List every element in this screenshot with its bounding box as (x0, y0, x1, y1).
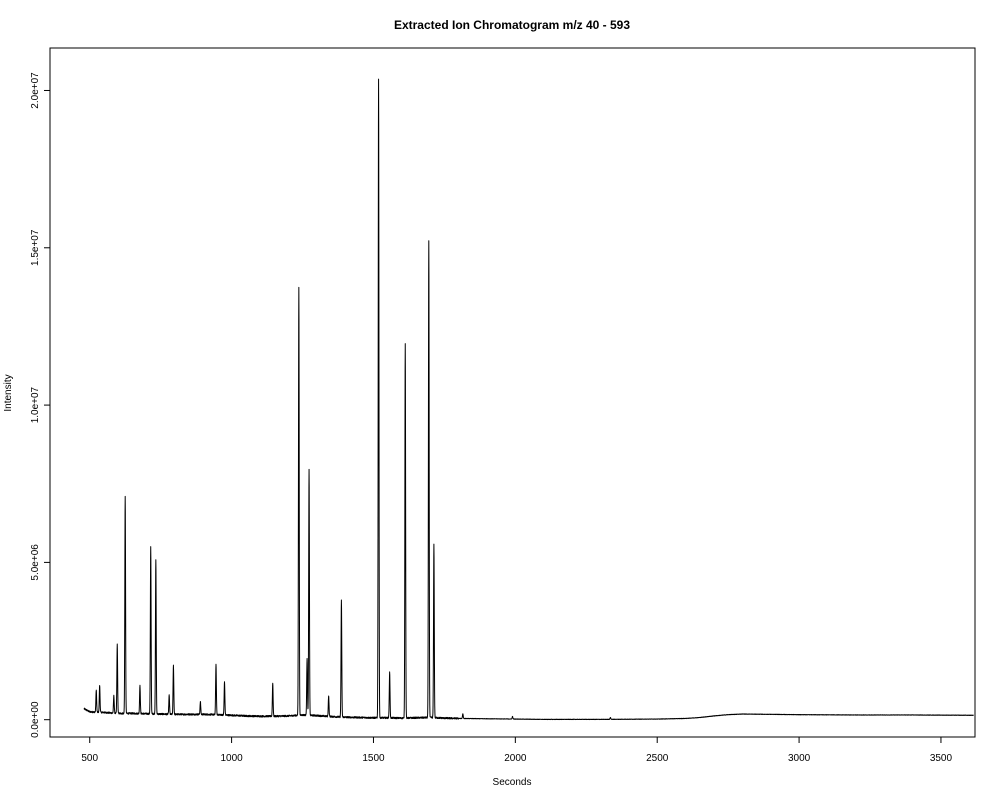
x-tick-label: 1000 (220, 753, 243, 764)
x-tick-label: 2000 (504, 753, 527, 764)
x-axis: 500 1000 1500 2000 2500 3000 3500 (81, 737, 953, 764)
x-axis-label: Seconds (493, 777, 532, 788)
y-axis-label: Intensity (3, 374, 14, 411)
y-tick-label: 2.0e+07 (30, 72, 41, 109)
y-axis: 0.0e+00 5.0e+06 1.0e+07 1.5e+07 2.0e+07 (30, 72, 50, 738)
x-tick-label: 500 (81, 753, 98, 764)
chart-title: Extracted Ion Chromatogram m/z 40 - 593 (394, 18, 630, 32)
y-tick-label: 5.0e+06 (30, 544, 41, 581)
plot-frame (49, 47, 976, 738)
y-tick-label: 0.0e+00 (30, 701, 41, 738)
plot-area (83, 78, 974, 721)
y-tick-label: 1.0e+07 (30, 386, 41, 423)
chromatogram-line (83, 78, 974, 721)
x-tick-label: 1500 (362, 753, 385, 764)
x-tick-label: 3000 (788, 753, 811, 764)
x-tick-label: 2500 (646, 753, 669, 764)
x-tick-label: 3500 (930, 753, 953, 764)
y-tick-label: 1.5e+07 (30, 229, 41, 266)
